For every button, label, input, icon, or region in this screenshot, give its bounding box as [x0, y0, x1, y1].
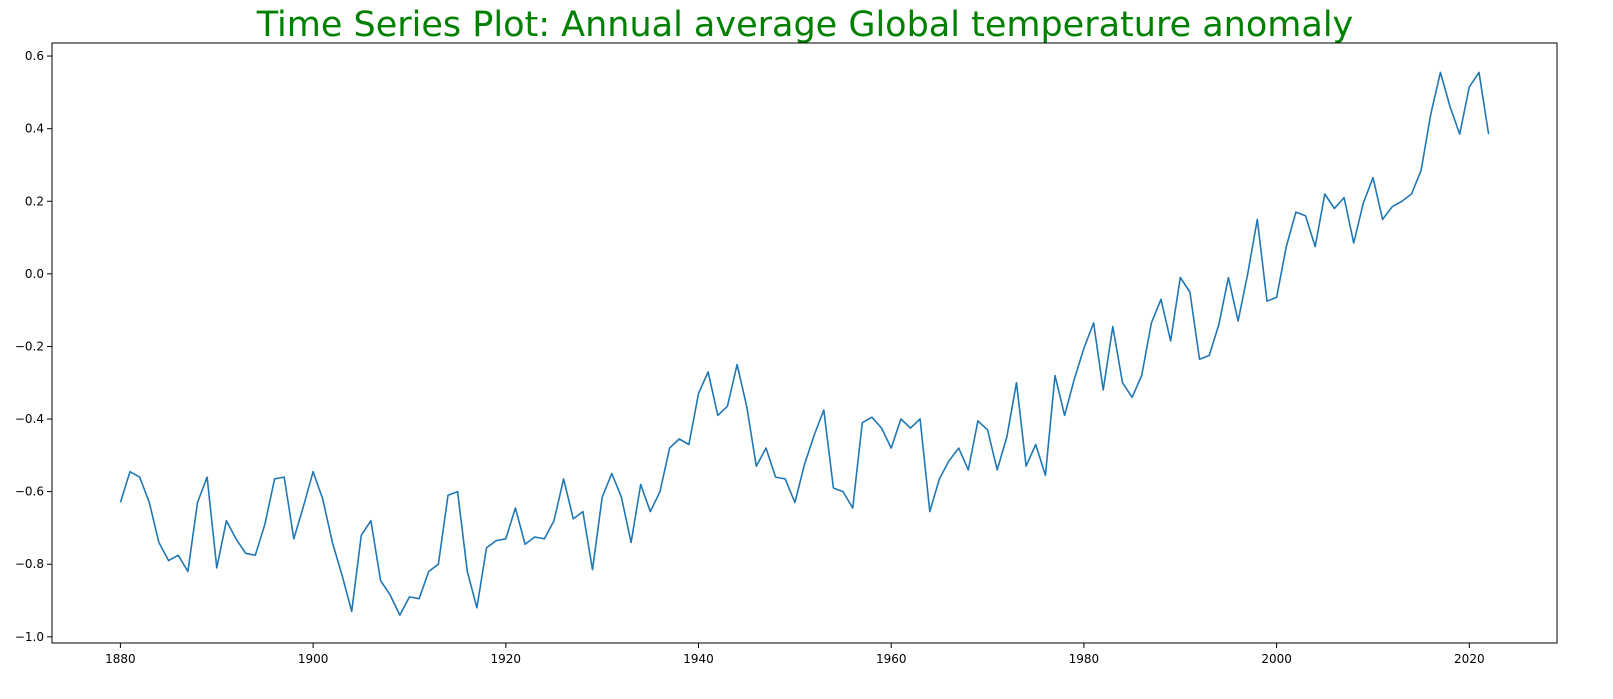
x-tick-label: 1880 [105, 652, 136, 666]
y-tick-label: 0.2 [25, 194, 44, 208]
x-tick-label: 1900 [298, 652, 329, 666]
y-tick-label: −0.2 [15, 339, 44, 353]
plot-area [51, 42, 1558, 644]
series-line-anomaly [119, 71, 1490, 616]
chart-title: Time Series Plot: Annual average Global … [256, 5, 1354, 45]
x-tick-label: 2020 [1454, 652, 1485, 666]
y-tick-label: −0.4 [15, 412, 44, 426]
x-tick-label: 2000 [1261, 652, 1292, 666]
y-tick-label: 0.4 [25, 122, 44, 136]
x-tick-label: 1920 [491, 652, 522, 666]
y-tick-label: 0.6 [25, 49, 44, 63]
x-tick-label: 1980 [1069, 652, 1100, 666]
x-tick-label: 1960 [876, 652, 907, 666]
y-tick-label: −0.6 [15, 485, 44, 499]
y-axis: −1.0 −0.8 −0.6 −0.4 −0.2 0.0 0.2 0.4 0.6 [15, 49, 52, 644]
y-tick-label: 0.0 [25, 267, 44, 281]
y-tick-label: −1.0 [15, 630, 44, 644]
y-tick-label: −0.8 [15, 557, 44, 571]
x-axis: 1880 1900 1920 1940 1960 1980 2000 2020 [105, 643, 1485, 666]
x-tick-label: 1940 [683, 652, 714, 666]
